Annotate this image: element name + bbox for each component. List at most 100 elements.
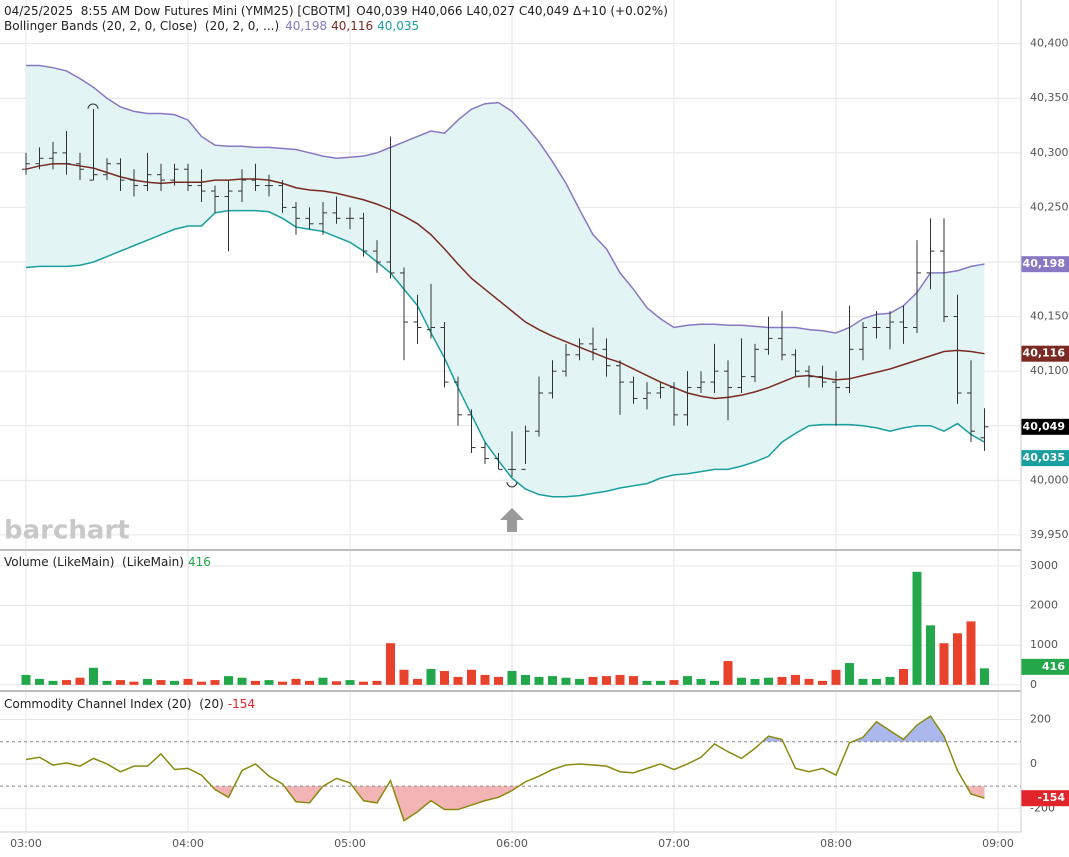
arrow-marker <box>500 508 524 532</box>
value-badge-label: -154 <box>1037 791 1065 804</box>
volume-bar <box>332 681 341 685</box>
volume-bar <box>399 669 409 685</box>
volume-bar <box>764 677 773 685</box>
watermark: barchart <box>4 516 130 546</box>
volume-bar <box>197 681 206 685</box>
legend-value: 40,035 <box>377 19 419 33</box>
volume-bar <box>156 680 166 685</box>
volume-bar <box>588 676 598 685</box>
volume-bar <box>116 680 125 685</box>
value-badge-label: 40,049 <box>1023 420 1065 433</box>
volume-bar <box>953 633 962 685</box>
value-badge <box>1021 790 1069 807</box>
volume-bar <box>791 674 800 685</box>
volume-bar <box>264 680 274 685</box>
volume-bar <box>453 676 463 685</box>
y-tick-label: 39,950 <box>1030 528 1069 541</box>
band-line <box>25 162 985 400</box>
volume-bar <box>683 676 692 685</box>
study-legend: Bollinger Bands (20, 2, 0, Close) (20, 2… <box>4 19 419 33</box>
volume-bar <box>48 680 58 685</box>
value-badge-label: 40,116 <box>1023 347 1066 360</box>
volume-bar <box>305 680 314 685</box>
volume-bar <box>966 621 976 685</box>
volume-bar <box>480 674 490 685</box>
volume-bar <box>413 678 422 685</box>
volume-bar <box>561 677 571 685</box>
y-tick-label: 40,300 <box>1030 146 1069 159</box>
legend-value: -154 <box>228 697 255 711</box>
value-badge-label: 40,198 <box>1023 257 1065 270</box>
legend-value: 416 <box>188 555 211 569</box>
volume-bar <box>642 680 652 685</box>
volume-bar <box>210 680 220 685</box>
value-badge <box>1021 450 1069 467</box>
volume-bar <box>372 680 382 685</box>
panel-title: Commodity Channel Index (20) (20) <box>4 697 224 711</box>
volume-bar <box>386 643 395 685</box>
volume-bar <box>750 678 760 685</box>
y-tick-label: 40,000 <box>1030 473 1069 486</box>
quote: O40,039 H40,066 L40,027 C40,049 Δ+10 (+0… <box>356 4 668 18</box>
volume-bar <box>939 643 949 685</box>
band-fill <box>26 65 985 497</box>
volume-bar <box>615 674 625 685</box>
volume-bar <box>359 681 368 685</box>
volume-bar <box>777 676 787 685</box>
volume-bar <box>183 678 193 685</box>
volume-bar <box>251 680 260 685</box>
volume-bar <box>872 678 881 685</box>
y-tick-label: 40,400 <box>1030 37 1069 50</box>
x-tick-label: 04:00 <box>172 837 204 850</box>
band-line <box>26 64 985 334</box>
mark-layer: 39,95040,00040,05040,10040,15040,20040,2… <box>0 37 1069 850</box>
volume-bar <box>143 678 152 685</box>
legend-value: 40,116 <box>331 19 373 33</box>
x-tick-label: 06:00 <box>496 837 528 850</box>
volume-bar <box>831 669 841 685</box>
volume-bar <box>534 676 544 685</box>
volume-bar <box>980 668 989 685</box>
volume-bar <box>737 677 746 685</box>
volume-bar <box>899 668 908 685</box>
volume-legend: Volume (LikeMain) (LikeMain) 416 <box>4 555 211 569</box>
cci-line <box>25 715 985 822</box>
volume-bar <box>710 680 719 685</box>
volume-bar <box>858 678 868 685</box>
chart-title: 04/25/2025 8:55 AM Dow Futures Mini (YMM… <box>4 4 350 18</box>
volume-bar <box>75 677 85 685</box>
volume-bar <box>89 667 98 685</box>
volume-bar <box>548 676 557 685</box>
volume-bar <box>629 676 638 685</box>
value-badge-label: 40,035 <box>1023 451 1065 464</box>
volume-bar <box>440 670 449 685</box>
volume-bar <box>278 681 287 685</box>
y-tick-label: 40,150 <box>1030 310 1069 323</box>
volume-bar <box>35 678 44 685</box>
volume-bar <box>912 571 922 685</box>
volume-bar <box>21 674 31 685</box>
band-line <box>25 209 985 498</box>
legend-value: 40,198 <box>285 19 327 33</box>
y-tick-label: 40,100 <box>1030 364 1069 377</box>
y-tick-label: 1000 <box>1030 638 1058 651</box>
volume-bar <box>467 669 476 685</box>
volume-bar <box>224 676 233 685</box>
volume-bar <box>669 680 679 685</box>
volume-bar <box>507 670 517 685</box>
y-tick-label: 3000 <box>1030 559 1058 572</box>
volume-bar <box>521 674 530 685</box>
y-tick-label: 40,350 <box>1030 91 1069 104</box>
volume-bar <box>926 625 935 685</box>
volume-bar <box>318 677 328 685</box>
volume-bar <box>656 680 665 685</box>
y-tick-label: 0 <box>1030 757 1037 770</box>
volume-bar <box>102 680 112 685</box>
volume-bar <box>818 680 827 685</box>
x-tick-label: 05:00 <box>334 837 366 850</box>
volume-bar <box>804 678 814 685</box>
value-badge <box>1021 256 1069 273</box>
volume-bar <box>845 663 854 685</box>
